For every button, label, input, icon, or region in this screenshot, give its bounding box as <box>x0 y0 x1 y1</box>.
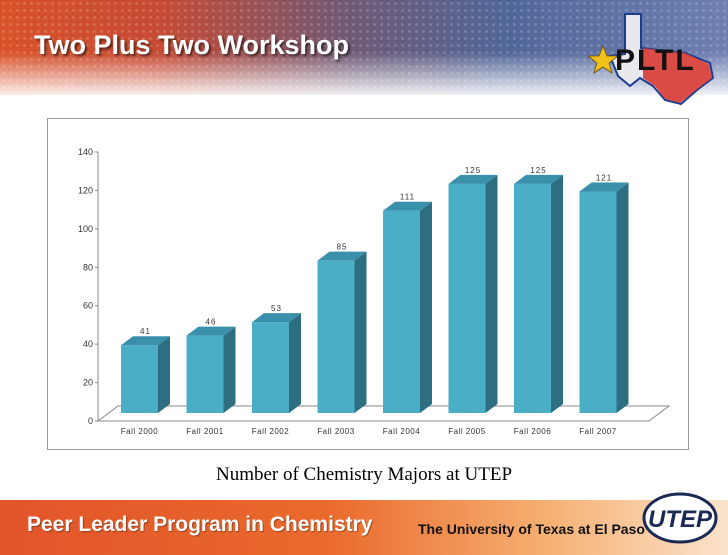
chart-frame: 0 20 40 60 80 100 120 140 41 Fall 2000 46 Fall 2001… <box>47 118 689 450</box>
bar-1 <box>121 336 170 413</box>
bar-side <box>485 174 498 413</box>
bar-value-label: 46 <box>206 318 217 327</box>
utep-logo-text: UTEP <box>648 506 713 533</box>
x-category-label: Fall 2007 <box>579 427 616 436</box>
bar-side <box>223 326 236 413</box>
x-category-label: Fall 2001 <box>186 427 223 436</box>
bar-value-label: 41 <box>140 327 151 336</box>
bar-value-label: 53 <box>271 304 282 313</box>
header-banner: Two Plus Two Workshop <box>0 0 728 95</box>
y-tick-label: 20 <box>83 378 93 388</box>
bar-front <box>514 183 551 413</box>
bar-front <box>579 191 617 413</box>
pltl-logo: PLTL <box>586 13 715 106</box>
bar-top <box>514 174 563 184</box>
bar-side <box>289 313 301 413</box>
footer-banner: Peer Leader Program in Chemistry The Uni… <box>0 500 728 555</box>
bar-side <box>158 336 170 413</box>
x-category-label: Fall 2003 <box>317 427 354 436</box>
bar-value-label: 125 <box>465 166 481 175</box>
x-category-label: Fall 2005 <box>448 427 485 436</box>
bars-layer <box>121 174 629 413</box>
x-category-label: Fall 2000 <box>121 427 158 436</box>
y-tick-label: 100 <box>78 224 93 234</box>
bar-top <box>579 182 629 192</box>
star-icon <box>586 44 620 74</box>
header-fade <box>0 0 728 95</box>
bar-chart: 0 20 40 60 80 100 120 140 41 Fall 2000 46 Fall 2001… <box>78 147 671 436</box>
x-category-label: Fall 2004 <box>383 427 420 436</box>
program-name: Peer Leader Program in Chemistry <box>27 513 373 536</box>
chart-floor <box>96 405 671 422</box>
y-tick-label: 80 <box>83 262 93 272</box>
bar-top <box>383 201 432 211</box>
bar-value-label: 125 <box>530 166 546 175</box>
bar-2 <box>186 326 236 413</box>
y-tick-label: 0 <box>88 416 93 426</box>
bar-top <box>448 174 498 184</box>
bar-6 <box>448 174 498 413</box>
y-tick-label: 40 <box>83 339 93 349</box>
x-category-label: Fall 2006 <box>514 427 551 436</box>
bar-top <box>186 326 236 336</box>
utep-logo-badge <box>642 492 718 544</box>
utep-logo: UTEP <box>642 492 718 544</box>
bar-front <box>317 260 355 413</box>
bar-front <box>252 322 289 413</box>
bar-5 <box>383 201 432 413</box>
logo-letters: PLTL <box>615 44 696 77</box>
bar-side <box>551 174 563 413</box>
axis-layer <box>95 151 671 422</box>
chart-caption: Number of Chemistry Majors at UTEP <box>215 464 513 485</box>
y-tick-label: 60 <box>83 301 93 311</box>
bar-front <box>448 183 486 413</box>
labels-layer: 0 20 40 60 80 100 120 140 41 Fall 2000 46 Fall 2001… <box>78 147 616 436</box>
bar-value-label: 85 <box>337 243 348 252</box>
y-tick-label: 120 <box>78 185 93 195</box>
bar-8 <box>579 182 629 413</box>
texas-map-red <box>643 48 712 103</box>
x-category-label: Fall 2002 <box>252 427 289 436</box>
bar-7 <box>514 174 563 413</box>
bar-value-label: 121 <box>596 174 612 183</box>
bar-side <box>354 251 367 413</box>
university-name: The University of Texas at El Paso <box>418 521 645 537</box>
bar-top <box>252 313 301 323</box>
y-tick-label: 140 <box>78 147 93 157</box>
bar-top <box>317 251 367 261</box>
bar-front <box>383 210 420 413</box>
bar-side <box>616 182 629 413</box>
bar-front <box>121 345 158 413</box>
bar-front <box>186 335 224 413</box>
bar-4 <box>317 251 367 413</box>
slide-title: Two Plus Two Workshop <box>34 30 349 60</box>
bar-side <box>420 201 432 413</box>
bar-value-label: 111 <box>400 193 415 202</box>
bar-3 <box>252 313 301 413</box>
bar-top <box>121 336 170 346</box>
